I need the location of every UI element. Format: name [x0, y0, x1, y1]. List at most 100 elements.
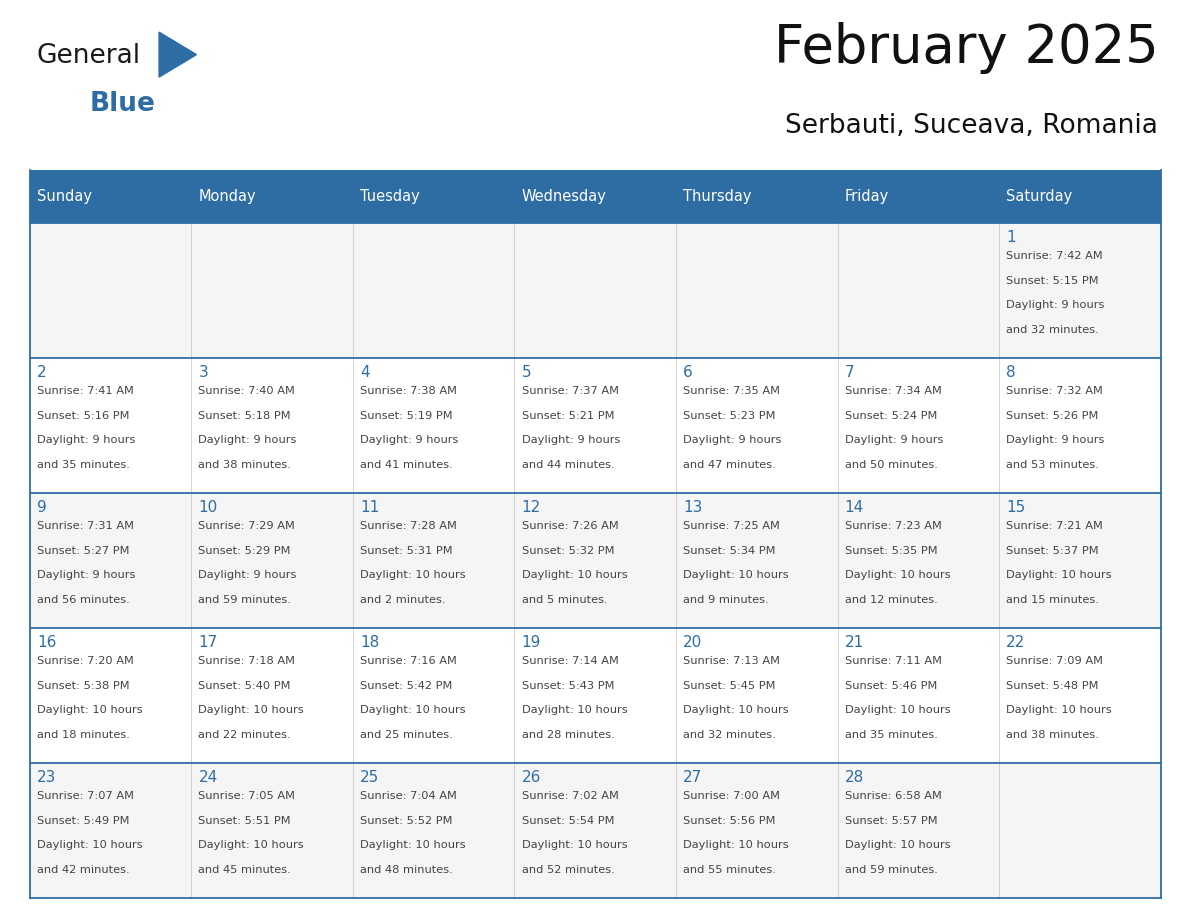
Text: and 41 minutes.: and 41 minutes.: [360, 460, 453, 470]
Text: 23: 23: [37, 770, 56, 785]
Text: Sunset: 5:15 PM: Sunset: 5:15 PM: [1006, 275, 1099, 285]
Text: Daylight: 10 hours: Daylight: 10 hours: [1006, 570, 1112, 580]
Text: Sunset: 5:18 PM: Sunset: 5:18 PM: [198, 410, 291, 420]
Text: 8: 8: [1006, 365, 1016, 380]
Text: Sunset: 5:54 PM: Sunset: 5:54 PM: [522, 815, 614, 825]
Text: Sunset: 5:56 PM: Sunset: 5:56 PM: [683, 815, 776, 825]
Text: 25: 25: [360, 770, 379, 785]
Text: 6: 6: [683, 365, 693, 380]
Text: 7: 7: [845, 365, 854, 380]
Text: Thursday: Thursday: [683, 189, 752, 204]
Text: Sunrise: 7:35 AM: Sunrise: 7:35 AM: [683, 386, 781, 397]
Bar: [30, 170, 1161, 223]
Text: and 12 minutes.: and 12 minutes.: [845, 595, 937, 605]
Text: Daylight: 10 hours: Daylight: 10 hours: [198, 840, 304, 850]
Text: 4: 4: [360, 365, 369, 380]
Text: Sunrise: 7:05 AM: Sunrise: 7:05 AM: [198, 791, 296, 801]
Polygon shape: [159, 32, 196, 77]
Text: and 15 minutes.: and 15 minutes.: [1006, 595, 1099, 605]
Text: and 59 minutes.: and 59 minutes.: [198, 595, 291, 605]
Text: Daylight: 10 hours: Daylight: 10 hours: [522, 705, 627, 715]
Text: Sunrise: 7:00 AM: Sunrise: 7:00 AM: [683, 791, 781, 801]
Text: Sunrise: 7:23 AM: Sunrise: 7:23 AM: [845, 521, 942, 532]
Text: Sunrise: 7:18 AM: Sunrise: 7:18 AM: [198, 656, 296, 666]
Text: Daylight: 9 hours: Daylight: 9 hours: [198, 570, 297, 580]
Text: Tuesday: Tuesday: [360, 189, 419, 204]
Text: Sunrise: 7:14 AM: Sunrise: 7:14 AM: [522, 656, 619, 666]
Text: Daylight: 10 hours: Daylight: 10 hours: [845, 570, 950, 580]
Text: and 32 minutes.: and 32 minutes.: [1006, 325, 1099, 335]
Text: Sunset: 5:31 PM: Sunset: 5:31 PM: [360, 545, 453, 555]
Text: Sunset: 5:32 PM: Sunset: 5:32 PM: [522, 545, 614, 555]
Text: Daylight: 9 hours: Daylight: 9 hours: [37, 570, 135, 580]
Text: Sunset: 5:35 PM: Sunset: 5:35 PM: [845, 545, 937, 555]
Text: Wednesday: Wednesday: [522, 189, 606, 204]
Text: Daylight: 10 hours: Daylight: 10 hours: [198, 705, 304, 715]
Text: and 5 minutes.: and 5 minutes.: [522, 595, 607, 605]
Text: Daylight: 10 hours: Daylight: 10 hours: [37, 705, 143, 715]
Text: Sunset: 5:40 PM: Sunset: 5:40 PM: [198, 680, 291, 690]
Text: Friday: Friday: [845, 189, 889, 204]
Text: Sunset: 5:27 PM: Sunset: 5:27 PM: [37, 545, 129, 555]
Text: Sunset: 5:26 PM: Sunset: 5:26 PM: [1006, 410, 1099, 420]
Text: Sunrise: 7:34 AM: Sunrise: 7:34 AM: [845, 386, 942, 397]
Text: 5: 5: [522, 365, 531, 380]
Text: General: General: [36, 43, 140, 69]
Text: Sunset: 5:29 PM: Sunset: 5:29 PM: [198, 545, 291, 555]
Text: Sunset: 5:37 PM: Sunset: 5:37 PM: [1006, 545, 1099, 555]
Bar: [30, 628, 1161, 763]
Text: and 38 minutes.: and 38 minutes.: [198, 460, 291, 470]
Text: Sunrise: 7:40 AM: Sunrise: 7:40 AM: [198, 386, 296, 397]
Text: Sunset: 5:19 PM: Sunset: 5:19 PM: [360, 410, 453, 420]
Text: Blue: Blue: [89, 92, 156, 118]
Text: Sunrise: 7:20 AM: Sunrise: 7:20 AM: [37, 656, 134, 666]
Text: Daylight: 10 hours: Daylight: 10 hours: [845, 705, 950, 715]
Text: Sunrise: 7:31 AM: Sunrise: 7:31 AM: [37, 521, 134, 532]
Text: and 48 minutes.: and 48 minutes.: [360, 865, 453, 875]
Text: 28: 28: [845, 770, 864, 785]
Text: 12: 12: [522, 500, 541, 515]
Text: Daylight: 9 hours: Daylight: 9 hours: [1006, 435, 1105, 445]
Text: Sunset: 5:49 PM: Sunset: 5:49 PM: [37, 815, 129, 825]
Bar: [30, 358, 1161, 493]
Text: and 28 minutes.: and 28 minutes.: [522, 730, 614, 740]
Text: Daylight: 9 hours: Daylight: 9 hours: [1006, 300, 1105, 310]
Text: Sunrise: 7:42 AM: Sunrise: 7:42 AM: [1006, 252, 1102, 262]
Text: and 38 minutes.: and 38 minutes.: [1006, 730, 1099, 740]
Text: 15: 15: [1006, 500, 1025, 515]
Text: 14: 14: [845, 500, 864, 515]
Text: February 2025: February 2025: [773, 22, 1158, 73]
Text: and 56 minutes.: and 56 minutes.: [37, 595, 129, 605]
Text: and 52 minutes.: and 52 minutes.: [522, 865, 614, 875]
Bar: [30, 493, 1161, 628]
Bar: [30, 223, 1161, 358]
Text: Saturday: Saturday: [1006, 189, 1073, 204]
Text: Sunrise: 7:21 AM: Sunrise: 7:21 AM: [1006, 521, 1104, 532]
Text: Serbauti, Suceava, Romania: Serbauti, Suceava, Romania: [785, 113, 1158, 140]
Text: Daylight: 10 hours: Daylight: 10 hours: [522, 840, 627, 850]
Text: Sunset: 5:46 PM: Sunset: 5:46 PM: [845, 680, 937, 690]
Text: 24: 24: [198, 770, 217, 785]
Text: Sunrise: 7:13 AM: Sunrise: 7:13 AM: [683, 656, 781, 666]
Text: 17: 17: [198, 635, 217, 650]
Text: 18: 18: [360, 635, 379, 650]
Text: Daylight: 9 hours: Daylight: 9 hours: [37, 435, 135, 445]
Text: and 53 minutes.: and 53 minutes.: [1006, 460, 1099, 470]
Text: 20: 20: [683, 635, 702, 650]
Text: and 59 minutes.: and 59 minutes.: [845, 865, 937, 875]
Text: Sunrise: 7:37 AM: Sunrise: 7:37 AM: [522, 386, 619, 397]
Text: Sunset: 5:51 PM: Sunset: 5:51 PM: [198, 815, 291, 825]
Text: 19: 19: [522, 635, 541, 650]
Text: Sunday: Sunday: [37, 189, 91, 204]
Text: 13: 13: [683, 500, 702, 515]
Text: Monday: Monday: [198, 189, 257, 204]
Text: Daylight: 9 hours: Daylight: 9 hours: [683, 435, 782, 445]
Bar: [30, 763, 1161, 898]
Text: Daylight: 10 hours: Daylight: 10 hours: [845, 840, 950, 850]
Text: Daylight: 10 hours: Daylight: 10 hours: [522, 570, 627, 580]
Text: and 25 minutes.: and 25 minutes.: [360, 730, 453, 740]
Text: 9: 9: [37, 500, 46, 515]
Text: and 9 minutes.: and 9 minutes.: [683, 595, 769, 605]
Text: 21: 21: [845, 635, 864, 650]
Text: and 55 minutes.: and 55 minutes.: [683, 865, 776, 875]
